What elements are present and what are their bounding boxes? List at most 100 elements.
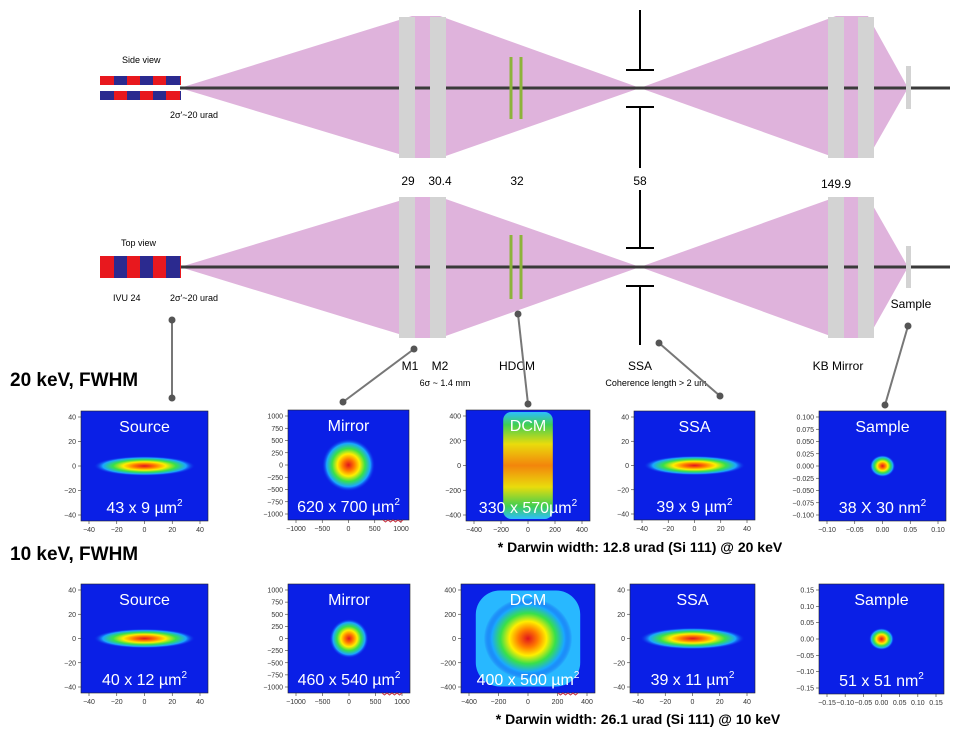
x-tick-label: −20 — [111, 527, 123, 534]
x-tick-label: 1000 — [394, 699, 410, 706]
y-tick-label: −40 — [64, 513, 76, 520]
plot-title: DCM — [510, 418, 546, 435]
top-m1-mirror — [399, 197, 415, 338]
beam-spot — [321, 438, 376, 492]
top-undulator — [100, 256, 181, 278]
side-sample — [906, 66, 911, 109]
top-view: Top view IVU 24 2σ'~20 urad — [100, 190, 950, 345]
spot-size-label: 43 x 9 µm2 — [106, 498, 183, 517]
side-kb-mirror-2 — [858, 17, 874, 158]
x-tick-label: 0 — [347, 699, 351, 706]
x-tick-label: −40 — [636, 526, 648, 533]
y-tick-label: −20 — [64, 488, 76, 495]
spellcheck-underline — [381, 692, 403, 696]
x-tick-label: −40 — [83, 527, 95, 534]
x-tick-label: −1000 — [286, 526, 306, 533]
spot-size-exponent: 2 — [727, 497, 733, 508]
label-ssa-note: Coherence length > 2 um — [605, 378, 706, 388]
y-tick-label: 750 — [271, 426, 283, 433]
y-tick-label: 1000 — [267, 588, 283, 595]
x-tick-label: 0 — [693, 526, 697, 533]
y-tick-label: 0 — [457, 463, 461, 470]
y-tick-label: −0.050 — [792, 488, 814, 495]
y-tick-label: −0.05 — [796, 653, 814, 660]
section-10kev-heading: 10 keV, FWHM — [10, 544, 138, 565]
y-tick-label: −250 — [267, 475, 283, 482]
x-tick-label: 200 — [552, 699, 564, 706]
y-tick-label: −0.10 — [796, 669, 814, 676]
y-tick-label: 1000 — [267, 414, 283, 421]
connectors — [168, 310, 912, 409]
y-tick-label: 0.10 — [800, 604, 814, 611]
y-tick-label: 0.00 — [800, 637, 814, 644]
position-hdcm: 32 — [510, 174, 524, 188]
y-tick-label: −20 — [617, 487, 629, 494]
x-tick-label: −0.05 — [846, 527, 864, 534]
side-m2-mirror — [430, 17, 446, 158]
y-tick-label: −500 — [267, 487, 283, 494]
y-tick-label: 20 — [68, 439, 76, 446]
y-tick-label: −1000 — [263, 512, 283, 519]
label-kb-mirror: KB Mirror — [813, 359, 864, 373]
x-tick-label: 0 — [143, 527, 147, 534]
beam-spot — [329, 618, 369, 659]
y-tick-label: −400 — [440, 685, 456, 692]
x-tick-label: −0.10 — [818, 527, 836, 534]
x-tick-label: −40 — [83, 699, 95, 706]
plot-title: Sample — [854, 592, 908, 609]
x-tick-label: 40 — [743, 526, 751, 533]
x-tick-label: 40 — [196, 699, 204, 706]
x-tick-label: 500 — [369, 526, 381, 533]
x-tick-label: 0.00 — [875, 700, 889, 707]
x-tick-label: −20 — [662, 526, 674, 533]
y-tick-label: −40 — [617, 512, 629, 519]
positions: 29 30.4 32 58 149.9 — [401, 174, 851, 191]
x-tick-label: 0.00 — [876, 527, 890, 534]
y-tick-label: 0 — [279, 463, 283, 470]
spot-size-value: 400 x 500 µm — [477, 672, 574, 689]
y-tick-label: −0.025 — [792, 476, 814, 483]
y-tick-label: 0.000 — [796, 464, 814, 471]
y-tick-label: 200 — [444, 612, 456, 619]
x-tick-label: 20 — [716, 699, 724, 706]
x-tick-label: −20 — [659, 699, 671, 706]
spot-size-exponent: 2 — [921, 498, 927, 509]
y-tick-label: −0.100 — [792, 513, 814, 520]
beam-profile-plot: Sample 38 X 30 nm2 0.100 0.075 0.050 0.025 0.0… — [792, 410, 947, 534]
y-tick-label: 20 — [617, 612, 625, 619]
top-ssa-slit — [626, 190, 654, 345]
y-tick-label: −0.15 — [796, 686, 814, 693]
beam-spot — [93, 456, 196, 476]
spot-size-label: 40 x 12 µm2 — [102, 670, 187, 689]
y-tick-label: −200 — [440, 660, 456, 667]
top-sample — [906, 246, 911, 288]
y-tick-label: 0.15 — [800, 588, 814, 595]
x-tick-label: −200 — [491, 699, 507, 706]
top-kb-mirror-2 — [858, 197, 874, 338]
spot-size-value: 460 x 540 µm — [298, 672, 395, 689]
spot-size-label: 330 x 570µm2 — [479, 498, 578, 517]
x-tick-label: 20 — [168, 699, 176, 706]
y-tick-label: 200 — [449, 438, 461, 445]
spot-size-label: 38 X 30 nm2 — [839, 498, 927, 517]
spot-size-value: 330 x 570µm — [479, 500, 572, 517]
y-tick-label: −250 — [267, 648, 283, 655]
y-tick-label: 20 — [621, 439, 629, 446]
spot-size-label: 460 x 540 µm2 — [298, 670, 401, 689]
y-tick-label: 0.100 — [796, 415, 814, 422]
spot-size-value: 43 x 9 µm — [106, 500, 177, 517]
y-tick-label: 250 — [271, 450, 283, 457]
top-view-title: Top view — [121, 238, 157, 248]
x-tick-label: 1000 — [393, 526, 409, 533]
spot-size-label: 51 x 51 nm2 — [839, 671, 924, 690]
spot-size-label: 39 x 9 µm2 — [656, 497, 733, 516]
top-m2-mirror — [430, 197, 446, 338]
plot-title: Source — [119, 592, 170, 609]
side-undulator — [100, 76, 181, 100]
spot-size-label: 39 x 11 µm2 — [651, 670, 735, 689]
y-tick-label: 40 — [68, 588, 76, 595]
x-tick-label: −400 — [461, 699, 477, 706]
y-tick-label: −40 — [64, 685, 76, 692]
